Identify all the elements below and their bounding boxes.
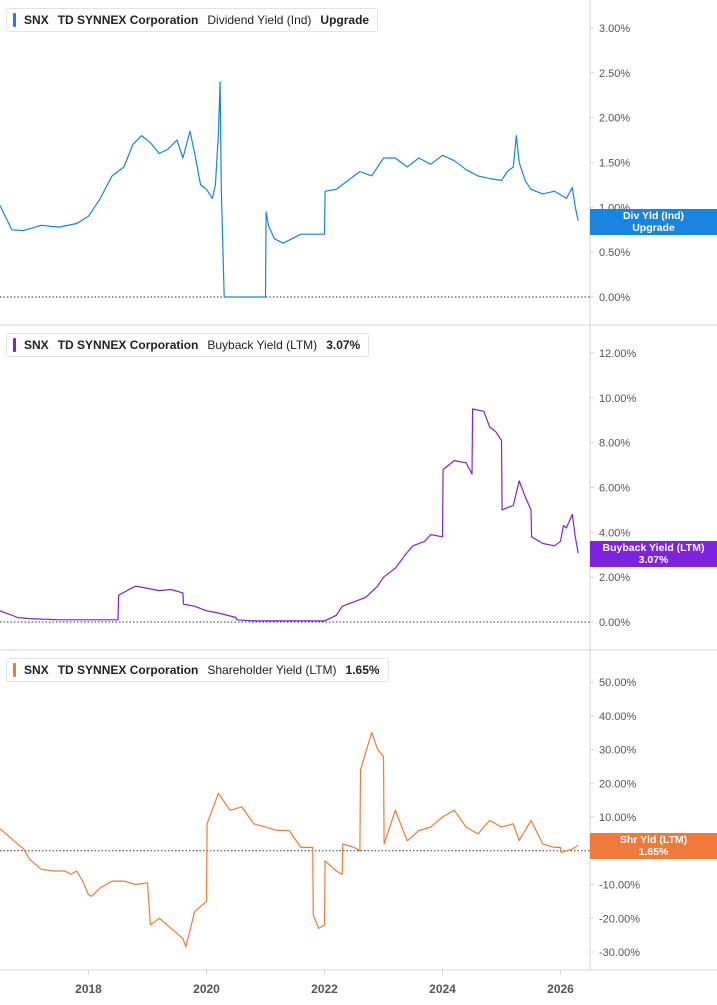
y-tick-label: 12.00% bbox=[599, 348, 637, 360]
legend-ticker: SNX bbox=[24, 663, 49, 677]
y-tick-label: 10.00% bbox=[599, 393, 637, 405]
legend-ticker: SNX bbox=[24, 338, 49, 352]
legend-buyback: SNX TD SYNNEX Corporation Buyback Yield … bbox=[6, 333, 370, 357]
tag-label: Shr Yld (LTM) bbox=[619, 834, 688, 846]
legend-value: 3.07% bbox=[326, 338, 361, 352]
y-tick-label: 30.00% bbox=[599, 745, 637, 757]
y-tick-label: 10.00% bbox=[599, 812, 637, 824]
legend-metric: Dividend Yield (Ind) bbox=[207, 13, 312, 27]
series-line bbox=[0, 732, 579, 948]
series-line bbox=[0, 81, 579, 298]
y-tick-label: 0.50% bbox=[599, 247, 630, 259]
legend-company: TD SYNNEX Corporation bbox=[57, 13, 199, 27]
y-tick-label: 2.00% bbox=[599, 572, 630, 584]
x-tick-label: 2020 bbox=[193, 982, 220, 996]
legend-company: TD SYNNEX Corporation bbox=[57, 338, 199, 352]
tag-value: 3.07% bbox=[638, 554, 669, 566]
legend-value: 1.65% bbox=[345, 663, 380, 677]
y-tick-label: -30.00% bbox=[599, 947, 640, 959]
y-tick-label: 2.00% bbox=[599, 113, 630, 125]
y-tick-label: -10.00% bbox=[599, 880, 640, 892]
last-value-tag-shareholder: Shr Yld (LTM) 1.65% bbox=[590, 833, 717, 859]
y-tick-label: 50.00% bbox=[599, 677, 637, 689]
tag-label: Buyback Yield (LTM) bbox=[602, 542, 705, 554]
x-tick-label: 2024 bbox=[429, 982, 456, 996]
tag-label: Div Yld (Ind) bbox=[622, 210, 685, 222]
last-value-tag-dividend: Div Yld (Ind) Upgrade bbox=[590, 209, 717, 235]
tag-value: 1.65% bbox=[638, 846, 669, 858]
y-tick-label: 1.50% bbox=[599, 158, 630, 170]
legend-swatch-dividend bbox=[13, 13, 16, 27]
y-tick-label: 40.00% bbox=[599, 711, 637, 723]
y-tick-label: 3.00% bbox=[599, 23, 630, 35]
legend-value[interactable]: Upgrade bbox=[320, 13, 370, 27]
legend-dividend: SNX TD SYNNEX Corporation Dividend Yield… bbox=[6, 8, 379, 32]
y-tick-label: -20.00% bbox=[599, 913, 640, 925]
tag-value[interactable]: Upgrade bbox=[632, 222, 675, 234]
legend-swatch-buyback bbox=[13, 338, 16, 352]
y-tick-label: 6.00% bbox=[599, 483, 630, 495]
y-tick-label: 20.00% bbox=[599, 778, 637, 790]
y-tick-label: 8.00% bbox=[599, 438, 630, 450]
series-line bbox=[0, 408, 579, 622]
legend-swatch-shareholder bbox=[13, 663, 16, 677]
x-tick-label: 2018 bbox=[75, 982, 102, 996]
y-tick-label: 0.00% bbox=[599, 617, 630, 629]
legend-company: TD SYNNEX Corporation bbox=[57, 663, 199, 677]
x-tick-label: 2022 bbox=[311, 982, 338, 996]
legend-metric: Shareholder Yield (LTM) bbox=[207, 663, 337, 677]
y-tick-label: 0.00% bbox=[599, 292, 630, 304]
y-tick-label: 4.00% bbox=[599, 527, 630, 539]
legend-shareholder: SNX TD SYNNEX Corporation Shareholder Yi… bbox=[6, 658, 389, 682]
x-tick-label: 2026 bbox=[547, 982, 574, 996]
last-value-tag-buyback: Buyback Yield (LTM) 3.07% bbox=[590, 541, 717, 567]
legend-ticker: SNX bbox=[24, 13, 49, 27]
legend-metric: Buyback Yield (LTM) bbox=[207, 338, 318, 352]
y-tick-label: 2.50% bbox=[599, 68, 630, 80]
